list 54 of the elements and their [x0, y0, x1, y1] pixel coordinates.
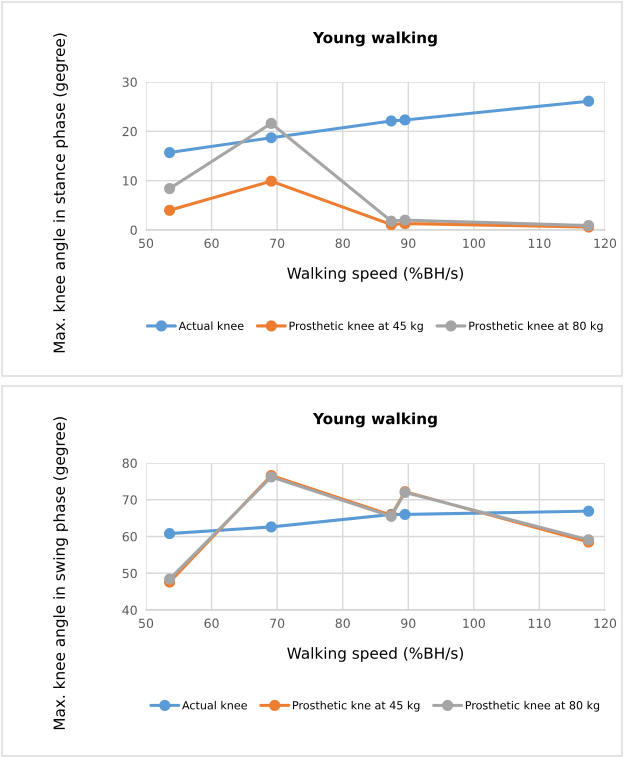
x-tick-label: 100: [463, 618, 485, 628]
point: [386, 115, 397, 127]
point: [583, 96, 594, 107]
y-tick-label: 30: [122, 77, 137, 87]
point: [164, 574, 176, 585]
point: [266, 118, 277, 129]
x-tick-label: 80: [336, 618, 350, 628]
y-tick-label: 40: [122, 605, 137, 615]
x-axis-title: Walking speed (%BH/s): [287, 267, 463, 282]
x-tick-label: 80: [336, 238, 350, 248]
legend-label: Actual knee: [182, 700, 247, 710]
point: [164, 183, 176, 194]
y-axis-title: Max. knee angle in stance phase (gegree): [53, 34, 68, 352]
y-tick-label: 10: [123, 176, 137, 186]
y-tick-label: 20: [122, 126, 137, 136]
legend-label: Prosthetic knee at 45 kg: [290, 321, 423, 332]
point: [399, 214, 411, 226]
point: [164, 146, 176, 158]
point: [164, 528, 176, 540]
y-tick-label: 80: [122, 458, 137, 468]
point: [386, 216, 397, 227]
legend-label: Prosthetic kne at 45 kg: [293, 700, 420, 712]
x-tick-label: 70: [270, 238, 284, 248]
chart-title: Young walking: [312, 32, 437, 46]
y-tick-label: 0: [130, 225, 137, 235]
x-tick-label: 50: [139, 618, 154, 628]
point: [164, 204, 176, 216]
y-tick-label: 60: [122, 532, 137, 542]
point: [399, 508, 411, 520]
y-tick-label: 70: [122, 495, 137, 505]
x-tick-label: 60: [204, 238, 219, 248]
point: [266, 521, 277, 532]
x-tick-label: 100: [463, 238, 485, 248]
point: [583, 506, 594, 517]
y-axis-title: Max. knee angle in swing phase (gegree): [53, 417, 68, 730]
point: [266, 176, 277, 187]
x-tick-label: 90: [401, 618, 416, 628]
x-tick-label: 120: [594, 618, 616, 628]
x-tick-label: 110: [528, 238, 551, 248]
x-tick-label: 50: [139, 238, 154, 248]
x-tick-label: 60: [204, 618, 219, 628]
y-tick-label: 50: [122, 568, 137, 578]
x-tick-label: 110: [528, 618, 551, 628]
x-tick-label: 120: [594, 238, 616, 248]
point: [399, 114, 411, 126]
point: [583, 534, 594, 546]
legend-label: Prosthetic knee at 80 kg: [469, 321, 602, 332]
legend-label: Actual knee: [178, 321, 244, 330]
legend-label: Prosthetic knee at 80 kg: [466, 700, 600, 712]
x-tick-label: 90: [401, 238, 416, 248]
point: [266, 132, 277, 144]
x-tick-label: 70: [270, 618, 284, 628]
x-axis-title: Walking speed (%BH/s): [287, 647, 463, 662]
chart-title: Young walking: [312, 412, 437, 428]
